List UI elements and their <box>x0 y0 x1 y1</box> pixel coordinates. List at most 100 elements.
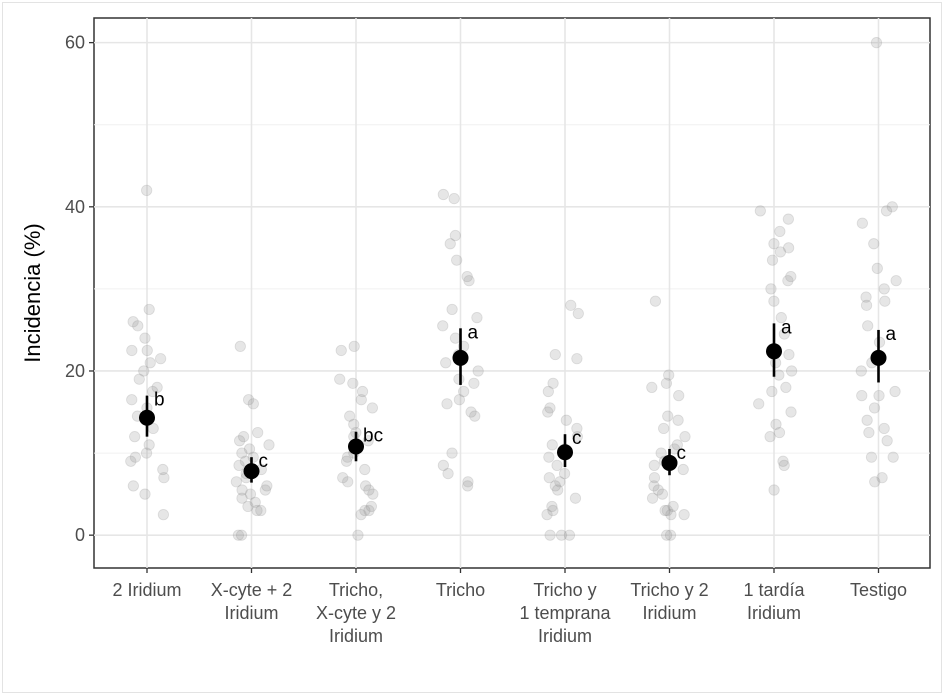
observation-point <box>656 488 669 500</box>
observation-point <box>782 275 794 287</box>
observation-point <box>876 472 888 484</box>
observation-point <box>352 529 364 541</box>
observation-point <box>348 418 360 430</box>
observation-point <box>889 385 901 398</box>
observation-point <box>660 377 673 389</box>
observation-point <box>878 422 890 435</box>
mean-point <box>557 444 573 461</box>
x-tick-label: Testigo <box>850 580 907 600</box>
observation-point <box>678 509 690 521</box>
x-tick-label: 1 tardía <box>743 580 805 600</box>
observation-point <box>863 426 875 439</box>
mean-point <box>243 463 260 480</box>
observation-point <box>677 463 689 476</box>
observation-point <box>547 504 559 517</box>
observation-point <box>673 390 685 402</box>
observation-point <box>341 451 354 463</box>
observation-point <box>860 299 873 311</box>
observation-point <box>444 238 456 250</box>
observation-point <box>886 201 898 213</box>
observation-point <box>648 472 661 484</box>
observation-point <box>471 312 483 324</box>
observation-point <box>249 496 261 508</box>
observation-point <box>782 213 794 225</box>
observation-point <box>462 476 474 488</box>
observation-point <box>543 472 555 484</box>
observation-point <box>664 529 677 541</box>
observation-point <box>233 459 245 471</box>
observation-point <box>546 439 558 451</box>
observation-point <box>880 205 893 217</box>
observation-point <box>147 385 159 398</box>
observation-point <box>543 451 555 463</box>
observation-point <box>865 451 878 463</box>
significance-letter: a <box>886 324 897 345</box>
x-tick-label: X-cyte + 2 <box>211 580 293 600</box>
observation-point <box>546 500 558 513</box>
observation-point <box>860 291 872 303</box>
observation-point <box>334 373 346 385</box>
observation-point <box>785 406 797 418</box>
observation-point <box>662 410 674 422</box>
mean-point <box>139 409 155 426</box>
observation-point <box>440 357 452 369</box>
x-tick-label: Tricho <box>436 580 485 600</box>
observation-point <box>646 492 659 504</box>
observation-point <box>140 447 153 459</box>
observation-point <box>552 484 564 496</box>
y-tick-label: 60 <box>65 33 85 53</box>
observation-point <box>347 377 359 389</box>
observation-point <box>672 414 684 426</box>
observation-point <box>158 472 170 484</box>
observation-point <box>141 184 153 196</box>
observation-point <box>766 385 778 398</box>
observation-point <box>571 422 583 435</box>
observation-point <box>773 426 786 439</box>
mean-point <box>870 349 887 366</box>
observation-point <box>770 357 782 369</box>
observation-point <box>234 435 246 447</box>
observation-point <box>571 353 583 365</box>
observation-point <box>549 480 561 492</box>
observation-point <box>157 509 170 521</box>
observation-point <box>461 270 473 283</box>
observation-point <box>785 270 797 283</box>
x-tick-label: Tricho y <box>533 580 596 600</box>
observation-point <box>547 377 559 389</box>
observation-point <box>340 455 353 467</box>
observation-point <box>665 509 677 521</box>
observation-point <box>768 238 780 250</box>
observation-point <box>247 398 259 410</box>
observation-point <box>155 353 167 365</box>
observation-point <box>649 295 662 307</box>
observation-point <box>344 410 356 422</box>
observation-point <box>663 369 675 381</box>
observation-point <box>655 447 667 459</box>
observation-point <box>335 344 347 357</box>
x-tick-label: Iridium <box>642 603 696 623</box>
observation-point <box>648 480 660 492</box>
grid-minor <box>94 124 930 454</box>
observation-point <box>856 217 868 229</box>
observation-point <box>764 431 776 443</box>
observation-point <box>868 402 881 414</box>
observation-point <box>234 340 246 352</box>
observation-point <box>856 390 868 402</box>
group-means <box>139 343 887 480</box>
observation-point <box>862 320 874 332</box>
observation-point <box>679 431 691 443</box>
observation-point <box>541 509 553 521</box>
x-tick-label: 2 Iridium <box>112 580 181 600</box>
observation-point <box>778 328 790 340</box>
observation-point <box>549 348 561 361</box>
observation-point <box>667 500 679 513</box>
observation-point <box>768 295 780 307</box>
observation-point <box>870 37 883 49</box>
observation-point <box>463 275 475 287</box>
x-axis: 2 Iridium X-cyte + 2 Iridium Tricho, X-cyte … <box>112 568 907 646</box>
y-axis-title: Incidencia (%) <box>20 223 45 362</box>
plot-panel <box>93 17 931 569</box>
observation-point <box>449 229 461 242</box>
observation-point <box>449 332 462 344</box>
